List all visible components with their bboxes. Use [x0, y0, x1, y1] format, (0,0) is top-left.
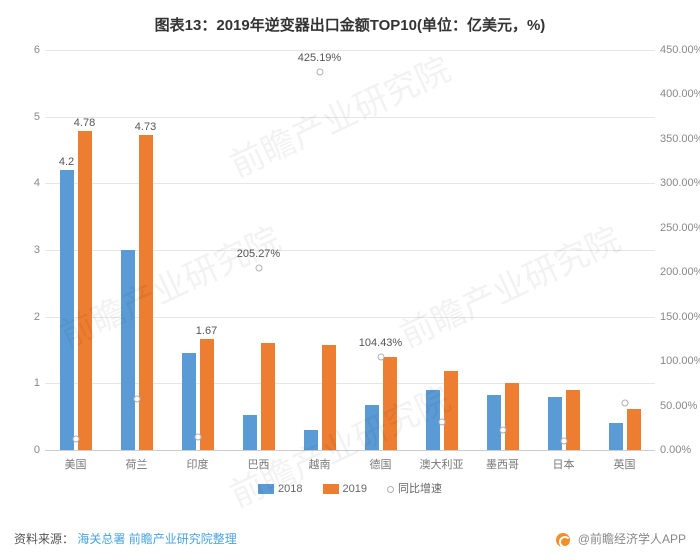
bar-2019	[139, 135, 153, 450]
y-left-tick-label: 3	[0, 244, 40, 256]
y-right-tick-label: 50.00%	[660, 400, 700, 412]
growth-value-label: 425.19%	[298, 52, 341, 64]
legend-swatch	[258, 484, 274, 494]
bar-value-label: 4.73	[135, 121, 156, 133]
y-left-tick-label: 2	[0, 311, 40, 323]
bar-2019	[261, 343, 275, 450]
y-left-tick-label: 6	[0, 44, 40, 56]
x-tick-label: 英国	[614, 456, 636, 472]
growth-marker	[194, 433, 201, 440]
legend-label: 2019	[343, 483, 367, 495]
bar-2018	[60, 170, 74, 450]
bar-2018	[243, 415, 257, 450]
y-right-tick-label: 250.00%	[660, 222, 700, 234]
y-left-tick-label: 4	[0, 177, 40, 189]
source-text: 海关总署 前瞻产业研究院整理	[77, 532, 236, 546]
y-left-tick-label: 1	[0, 377, 40, 389]
gridline	[45, 250, 655, 251]
bar-value-label: 4.2	[59, 156, 74, 168]
x-tick-label: 巴西	[248, 456, 270, 472]
bar-2018	[609, 423, 623, 450]
gridline	[45, 117, 655, 118]
gridline	[45, 383, 655, 384]
growth-value-label: 104.43%	[359, 337, 402, 349]
source-prefix: 资料来源：	[14, 532, 74, 546]
gridline	[45, 183, 655, 184]
bar-2019	[322, 345, 336, 450]
y-right-tick-label: 0.00%	[660, 444, 700, 456]
growth-marker	[316, 69, 323, 76]
x-tick-label: 荷兰	[126, 456, 148, 472]
legend-dot-swatch	[387, 486, 394, 493]
growth-marker	[560, 438, 567, 445]
bar-value-label: 4.78	[74, 117, 95, 129]
brand-logo-icon	[556, 533, 570, 547]
bar-2018	[304, 430, 318, 450]
bar-2019	[505, 383, 519, 450]
bar-2019	[200, 339, 214, 450]
y-right-tick-label: 450.00%	[660, 44, 700, 56]
bar-2019	[383, 357, 397, 450]
growth-value-label: 205.27%	[237, 248, 280, 260]
brand-credit: @前瞻经济学人APP	[556, 530, 686, 547]
growth-marker	[438, 418, 445, 425]
gridline	[45, 50, 655, 51]
source-line: 资料来源： 海关总署 前瞻产业研究院整理	[14, 530, 237, 547]
growth-marker	[133, 396, 140, 403]
growth-marker	[499, 427, 506, 434]
legend-label: 同比增速	[398, 483, 442, 495]
x-tick-label: 日本	[553, 456, 575, 472]
bar-value-label: 1.67	[196, 325, 217, 337]
x-tick-label: 德国	[370, 456, 392, 472]
bar-2019	[444, 371, 458, 450]
y-right-tick-label: 350.00%	[660, 133, 700, 145]
growth-marker	[621, 399, 628, 406]
bar-2019	[566, 390, 580, 450]
y-right-tick-label: 100.00%	[660, 355, 700, 367]
brand-text: @前瞻经济学人APP	[578, 532, 686, 546]
x-tick-label: 印度	[187, 456, 209, 472]
y-right-tick-label: 300.00%	[660, 177, 700, 189]
x-tick-label: 墨西哥	[486, 456, 519, 472]
y-right-tick-label: 200.00%	[660, 266, 700, 278]
gridline	[45, 450, 655, 451]
bar-2018	[121, 250, 135, 450]
legend-item: 2019	[323, 483, 367, 495]
y-right-tick-label: 400.00%	[660, 88, 700, 100]
y-right-tick-label: 150.00%	[660, 311, 700, 323]
chart-title: 图表13：2019年逆变器出口金额TOP10(单位：亿美元，%)	[0, 0, 700, 41]
bar-2018	[487, 395, 501, 450]
bar-2019	[78, 131, 92, 450]
y-left-tick-label: 0	[0, 444, 40, 456]
bar-2018	[365, 405, 379, 450]
legend: 2018 2019 同比增速	[0, 480, 700, 496]
growth-marker	[255, 264, 262, 271]
gridline	[45, 317, 655, 318]
growth-marker	[377, 354, 384, 361]
legend-item: 2018	[258, 483, 302, 495]
growth-marker	[72, 436, 79, 443]
y-left-tick-label: 5	[0, 111, 40, 123]
legend-item: 同比增速	[387, 480, 442, 496]
legend-swatch	[323, 484, 339, 494]
x-tick-label: 美国	[65, 456, 87, 472]
bar-2019	[627, 409, 641, 450]
plot-region: 01234560.00%50.00%100.00%150.00%200.00%2…	[45, 50, 655, 450]
x-tick-label: 越南	[309, 456, 331, 472]
chart-area: 01234560.00%50.00%100.00%150.00%200.00%2…	[45, 50, 655, 450]
legend-label: 2018	[278, 483, 302, 495]
x-tick-label: 澳大利亚	[420, 456, 464, 472]
